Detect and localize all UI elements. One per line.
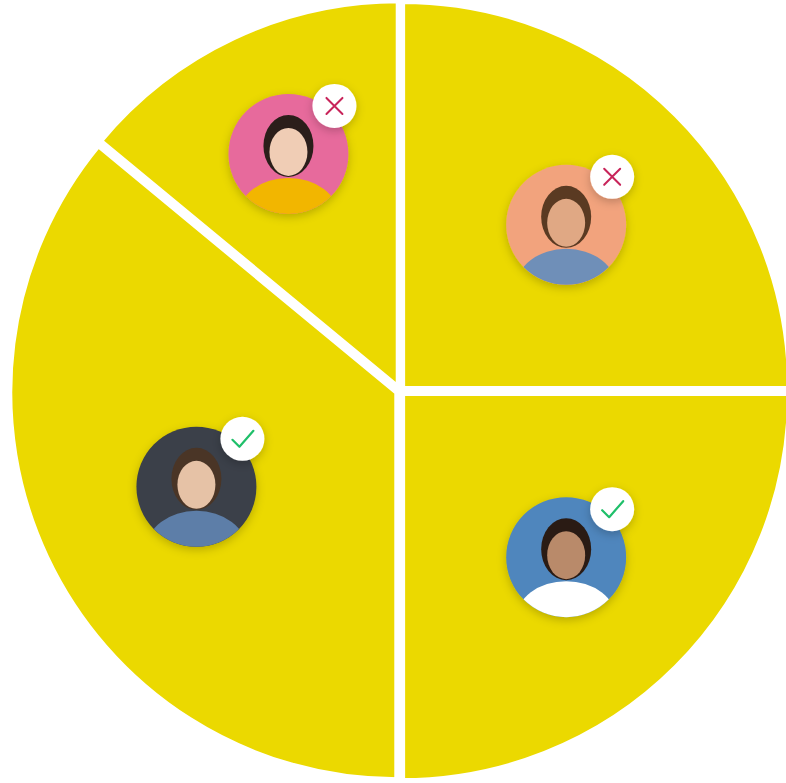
avatar [228,84,356,254]
avatar [136,417,264,587]
avatar-photo [516,518,616,657]
badge-bg [590,487,634,531]
avatar [506,155,634,325]
pie-slice [402,393,786,781]
status-badge [590,155,634,199]
badge-bg [312,84,356,128]
avatar-body [516,249,616,325]
avatar [506,487,634,657]
chart [0,0,786,783]
avatar-hair [263,115,313,177]
status-badge [590,487,634,531]
pie [9,0,786,781]
avatar-photo [146,448,246,587]
status-badge [220,417,264,461]
status-badge [312,84,356,128]
avatar-face [269,128,307,176]
avatar-photo [238,115,338,254]
badge-bg [220,417,264,461]
avatar-photo [516,186,616,325]
cross-icon [604,169,620,185]
cross-icon [326,98,342,114]
avatar-body [516,581,616,657]
avatar-face [547,531,585,579]
pie-slice [100,0,399,388]
avatar-body [146,511,246,587]
avatar-hair [541,186,591,248]
pie-slice [402,1,786,389]
avatar-face [177,461,215,509]
avatar-body [238,178,338,254]
avatar-hair [171,448,221,510]
badge-bg [590,155,634,199]
avatar-face [547,199,585,247]
check-icon [602,501,623,517]
avatar-hair [541,518,591,580]
check-icon [232,431,253,447]
